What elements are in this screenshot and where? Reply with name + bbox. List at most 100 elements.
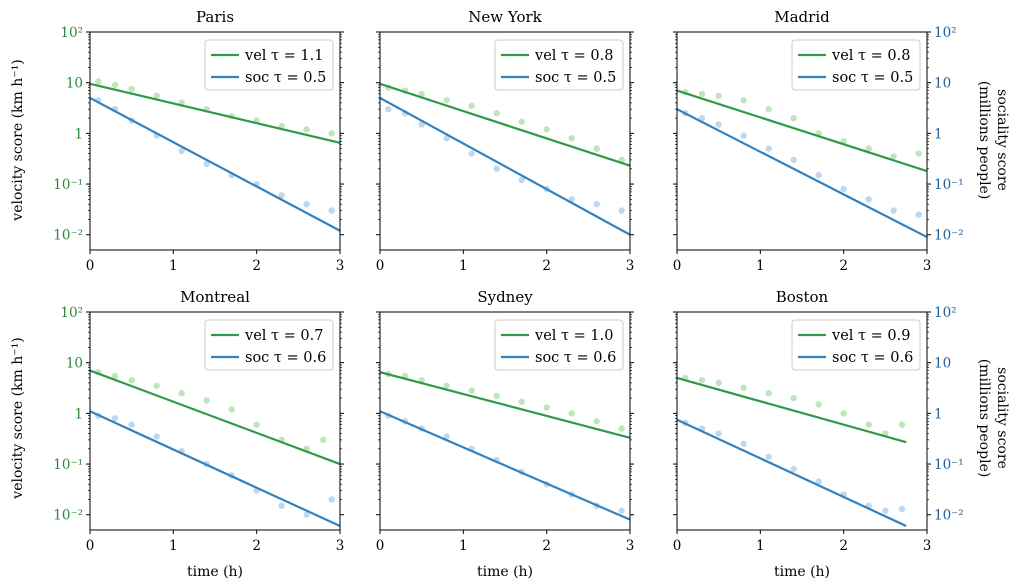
x-tick-label: 1 — [756, 538, 765, 554]
vel-data-point — [890, 153, 897, 160]
legend-label-soc: soc τ = 0.5 — [832, 70, 913, 86]
vel-data-point — [740, 384, 747, 391]
x-tick-label: 0 — [673, 258, 682, 274]
x-tick-label: 3 — [626, 538, 635, 554]
soc-data-point — [618, 507, 625, 514]
x-tick-label: 0 — [376, 258, 385, 274]
x-tick-label: 3 — [626, 258, 635, 274]
soc-data-point — [111, 415, 119, 422]
soc-fit-line — [676, 108, 928, 239]
vel-data-point — [111, 81, 119, 89]
vel-data-point — [320, 436, 327, 444]
soc-data-point — [278, 502, 285, 510]
vel-data-point — [568, 410, 575, 417]
vel-data-point — [865, 421, 872, 428]
y-left-label-bottom: velocity score (km h⁻¹) — [10, 337, 26, 499]
vel-data-point — [593, 418, 600, 425]
soc-data-point — [328, 496, 335, 503]
vel-data-point — [493, 110, 500, 117]
chart-title: Madrid — [774, 8, 830, 26]
y-left-label-top: velocity score (km h⁻¹) — [10, 59, 26, 221]
legend-label-soc: soc τ = 0.6 — [832, 350, 913, 366]
y-tick-label-left: 10⁻¹ — [53, 177, 83, 193]
chart-title: Montreal — [180, 288, 250, 306]
soc-data-point — [740, 440, 747, 448]
vel-data-point — [468, 102, 475, 109]
y-tick-label-right: 1 — [934, 126, 943, 142]
y-right-label-bottom-line2: (millions people) — [976, 359, 992, 478]
soc-data-point — [840, 185, 847, 193]
vel-data-point — [790, 394, 797, 402]
x-tick-label: 3 — [923, 258, 932, 274]
vel-data-point — [740, 97, 747, 104]
y-tick-label-left: 10 — [66, 76, 83, 92]
x-tick-label: 1 — [459, 258, 468, 274]
soc-data-point — [715, 430, 722, 437]
soc-data-point — [493, 165, 500, 172]
vel-data-point — [443, 382, 450, 389]
legend-label-soc: soc τ = 0.6 — [535, 350, 616, 366]
vel-data-point — [518, 398, 525, 405]
y-tick-label-right: 10² — [934, 25, 957, 41]
x-tick-label: 1 — [169, 258, 178, 274]
y-tick-label-left: 10 — [66, 356, 83, 372]
y-tick-label-left: 1 — [74, 126, 83, 142]
vel-data-point — [128, 377, 135, 384]
vel-data-point — [765, 390, 772, 397]
x-tick-label: 2 — [542, 538, 551, 554]
soc-data-point — [890, 207, 897, 214]
vel-data-point — [468, 387, 475, 394]
y-tick-label-left: 10² — [60, 25, 83, 41]
y-tick-label-right: 10 — [934, 76, 951, 92]
soc-data-point — [915, 211, 922, 218]
x-tick-label: 2 — [252, 258, 261, 274]
soc-data-point — [618, 207, 625, 214]
chart-title: New York — [468, 8, 542, 26]
soc-data-point — [128, 421, 135, 428]
vel-data-point — [915, 150, 922, 157]
x-tick-label: 2 — [252, 538, 261, 554]
soc-data-point — [518, 176, 525, 184]
x-tick-label: 3 — [923, 538, 932, 554]
soc-data-point — [468, 150, 475, 157]
vel-data-point — [153, 382, 160, 389]
vel-fit-line — [379, 82, 631, 167]
vel-fit-line — [379, 371, 631, 439]
vel-data-point — [715, 379, 722, 387]
soc-fit-line — [379, 410, 631, 521]
soc-data-point — [328, 207, 335, 214]
vel-data-point — [111, 372, 119, 380]
y-tick-label-left: 10² — [60, 305, 83, 321]
vel-data-point — [278, 122, 285, 130]
y-tick-label-right: 10⁻¹ — [934, 177, 964, 193]
x-axis-label: time (h) — [774, 564, 830, 580]
x-tick-label: 1 — [459, 538, 468, 554]
soc-fit-line — [379, 96, 631, 236]
soc-data-point — [865, 196, 872, 203]
soc-data-point — [303, 511, 310, 518]
vel-data-point — [790, 114, 797, 122]
y-tick-label-right: 10⁻² — [934, 508, 964, 524]
y-tick-label-right: 10 — [934, 356, 951, 372]
soc-data-point — [765, 145, 772, 152]
soc-data-point — [593, 201, 600, 208]
soc-data-point — [715, 121, 722, 128]
vel-fit-line — [676, 376, 907, 444]
x-tick-label: 2 — [839, 258, 848, 274]
x-tick-label: 2 — [542, 258, 551, 274]
vel-data-point — [715, 92, 722, 100]
y-tick-label-right: 10⁻² — [934, 228, 964, 244]
chart-panel-new-york: New York 0 1 2 3 vel τ = 0.8 soc τ = 0.5 — [376, 8, 635, 274]
x-axis-label: time (h) — [477, 564, 533, 580]
vel-data-point — [543, 126, 550, 133]
y-tick-label-left: 10⁻¹ — [53, 457, 83, 473]
soc-data-point — [385, 105, 392, 113]
vel-fit-line — [676, 89, 928, 173]
vel-data-point — [765, 105, 772, 113]
soc-data-point — [443, 135, 450, 142]
chart-panel-paris: Paris 10² 10 1 10⁻¹ 10⁻²0 1 2 3 vel τ = 1.1 soc τ … — [53, 8, 344, 274]
y-tick-label-right: 1 — [934, 406, 943, 422]
soc-data-point — [278, 192, 285, 199]
x-tick-label: 0 — [376, 538, 385, 554]
